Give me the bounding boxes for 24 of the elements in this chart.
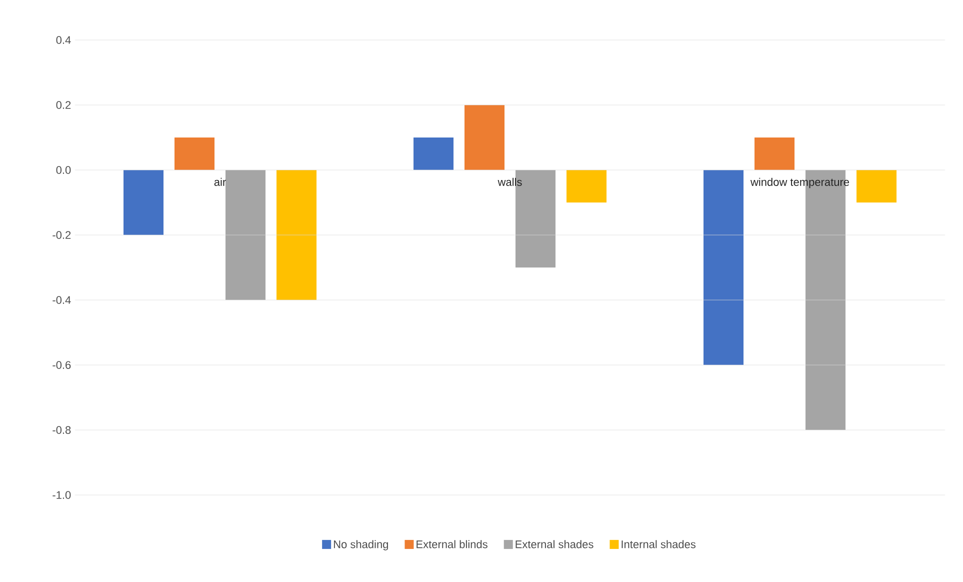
legend-label: External blinds <box>416 540 488 548</box>
bar <box>276 170 317 300</box>
bar <box>704 170 744 365</box>
y-tick-label: -0.4 <box>52 296 71 304</box>
y-tick-label: 0.2 <box>56 101 71 109</box>
bar <box>464 104 505 170</box>
legend-label: External shades <box>516 540 594 548</box>
legend-label: No shading <box>334 540 388 550</box>
bar <box>754 137 795 170</box>
x-tick-label: walls <box>498 178 522 186</box>
y-tick-label: 0.4 <box>56 36 71 44</box>
bar <box>414 137 454 170</box>
y-tick-label: -0.6 <box>52 361 71 369</box>
bar <box>174 137 214 170</box>
y-tick-label: -0.2 <box>52 231 71 239</box>
y-tick-label: -1.0 <box>52 491 71 499</box>
bar <box>566 170 607 202</box>
bar <box>856 170 897 202</box>
legend-label: Internal shades <box>622 540 696 548</box>
bar <box>124 170 164 235</box>
y-tick-label: -0.8 <box>52 426 71 434</box>
y-tick-label: 0.0 <box>56 166 71 174</box>
x-tick-label: air <box>214 178 226 186</box>
bar <box>226 170 266 300</box>
